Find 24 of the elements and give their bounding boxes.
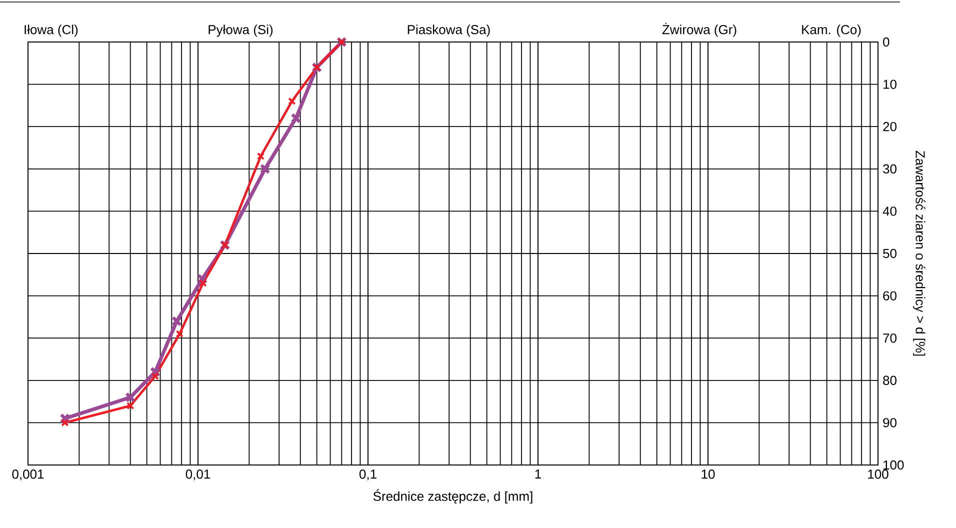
y-tick-label: 20 — [883, 122, 896, 132]
y-tick-label: 30 — [883, 164, 896, 174]
x-tick-label: 10 — [702, 470, 715, 479]
y-tick-label: 90 — [883, 418, 896, 428]
x-tick-label: 100 — [868, 470, 888, 479]
text: Żwirowa (Gr) — [662, 22, 736, 37]
y-tick-label: 100 — [884, 460, 904, 470]
text: Iłowa (Cl) — [24, 24, 78, 37]
text: Pyłowa (Si) — [208, 24, 273, 37]
y-tick-label: 40 — [882, 206, 896, 216]
y-tick-label: 60 — [883, 291, 896, 300]
y-axis-title: Zawartość ziaren o średnicy > d [%] — [913, 150, 926, 356]
x-axis-title: Średnice zastępcze, d [mm] — [373, 489, 532, 504]
y-tick-label: 10 — [884, 80, 896, 89]
x-tick-label: 0,1 — [359, 470, 376, 480]
text: Piaskowa (Sa) — [408, 24, 490, 37]
y-tick-label: 50 — [883, 248, 896, 258]
y-tick-label: 70 — [883, 334, 896, 343]
x-tick-label: 1 — [535, 470, 541, 478]
text: Kam. (Co) — [802, 24, 861, 37]
y-tick-label: 0 — [883, 37, 890, 47]
x-tick-label: 0,001 — [12, 470, 44, 480]
y-tick-label: 80 — [883, 376, 896, 386]
x-tick-label: 0,01 — [186, 470, 210, 480]
